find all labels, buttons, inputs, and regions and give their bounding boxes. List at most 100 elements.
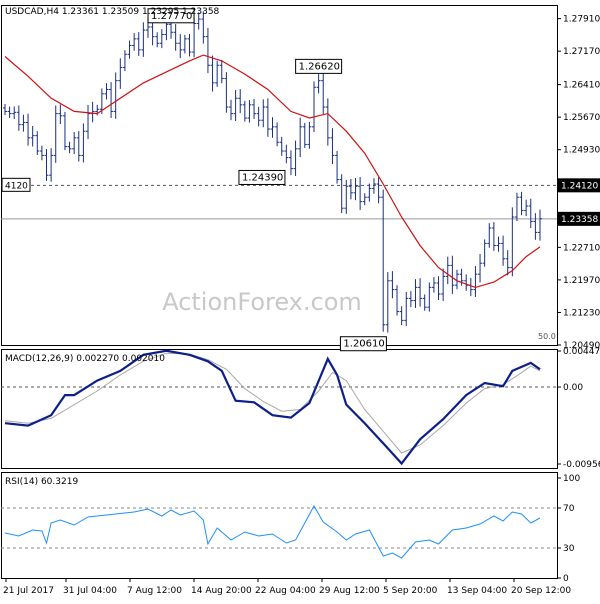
price-bar bbox=[58, 104, 63, 125]
price-bar bbox=[275, 122, 280, 147]
price-bar bbox=[44, 149, 49, 181]
x-tick-label: 31 Jul 04:00 bbox=[63, 586, 117, 596]
price-bar bbox=[252, 98, 257, 119]
x-tick-label: 13 Sep 04:00 bbox=[447, 586, 507, 596]
price-bar bbox=[72, 131, 77, 155]
price-bar bbox=[427, 282, 432, 312]
price-bar bbox=[528, 198, 533, 228]
price-bar bbox=[192, 17, 197, 58]
rsi-y-tick-label: 30 bbox=[563, 544, 575, 554]
price-bar bbox=[127, 40, 132, 59]
price-bar bbox=[436, 276, 441, 301]
price-bar bbox=[307, 121, 312, 149]
price-bar bbox=[505, 250, 510, 276]
price-bar bbox=[316, 73, 321, 94]
current-price-label: 1.23358 bbox=[561, 215, 598, 225]
price-bar bbox=[49, 148, 54, 182]
price-bar bbox=[228, 99, 233, 121]
rsi-label: RSI(14) 60.3219 bbox=[5, 477, 78, 487]
price-bar bbox=[445, 256, 450, 285]
price-bar bbox=[21, 114, 26, 132]
price-bar bbox=[399, 306, 404, 326]
price-bar bbox=[385, 272, 390, 333]
price-bar bbox=[261, 99, 266, 128]
price-bar bbox=[298, 117, 303, 158]
macd-y-tick-label: 0.00 bbox=[563, 383, 583, 393]
price-bar bbox=[242, 100, 247, 122]
price-bar bbox=[519, 191, 524, 216]
price-bar bbox=[12, 106, 17, 119]
rsi-panel bbox=[1, 472, 558, 579]
rsi-y-axis: 100 70 30 0 bbox=[557, 474, 580, 584]
price-bar bbox=[335, 150, 340, 184]
price-bar bbox=[330, 128, 335, 165]
price-bar bbox=[293, 140, 298, 177]
price-bars bbox=[3, 11, 542, 333]
price-bar bbox=[270, 117, 275, 138]
rsi-y-tick-label: 100 bbox=[563, 474, 580, 484]
price-bar bbox=[141, 22, 146, 57]
price-bar bbox=[67, 141, 72, 154]
price-bar bbox=[302, 122, 307, 148]
annotation-box bbox=[147, 8, 195, 24]
price-bar bbox=[367, 183, 372, 202]
resistance-left-label: 4120 bbox=[5, 181, 28, 191]
price-bar bbox=[376, 177, 381, 204]
price-bar bbox=[510, 207, 515, 277]
price-bar bbox=[7, 106, 12, 119]
rsi-y-tick-label: 0 bbox=[563, 574, 569, 584]
price-bar bbox=[431, 277, 436, 293]
main-y-tick-label: 1.20490 bbox=[563, 341, 600, 351]
price-bar bbox=[413, 279, 418, 308]
price-bar bbox=[238, 89, 243, 114]
annotation-box bbox=[339, 336, 387, 352]
price-bar bbox=[473, 265, 478, 297]
x-tick-label: 5 Sep 20:00 bbox=[383, 586, 438, 596]
price-bar bbox=[159, 29, 164, 49]
price-bar bbox=[39, 145, 44, 161]
main-y-tick-label: 1.21230 bbox=[563, 308, 600, 318]
price-bar bbox=[501, 235, 506, 266]
annotation-box bbox=[295, 58, 343, 74]
main-y-tick-label: 1.26410 bbox=[563, 81, 600, 91]
price-bar bbox=[395, 285, 400, 316]
price-bar bbox=[219, 59, 224, 84]
resistance-price-label: 1.24120 bbox=[561, 181, 598, 191]
price-bar bbox=[371, 178, 376, 194]
price-bar bbox=[288, 150, 293, 176]
price-bar bbox=[514, 192, 519, 221]
price-bar bbox=[348, 178, 353, 200]
resistance-price-box bbox=[558, 178, 600, 193]
price-bar bbox=[132, 33, 137, 51]
price-bar bbox=[408, 291, 413, 308]
price-bar bbox=[81, 123, 86, 163]
x-tick-label: 29 Aug 12:00 bbox=[319, 586, 380, 596]
price-bar bbox=[62, 111, 67, 151]
price-bar bbox=[178, 34, 183, 59]
price-bar bbox=[454, 269, 459, 290]
macd-y-tick-label: -0.009567 bbox=[563, 460, 600, 470]
main-y-tick-label: 1.21970 bbox=[563, 276, 600, 286]
price-bar bbox=[233, 90, 238, 122]
x-tick-label: 7 Aug 12:00 bbox=[127, 586, 182, 596]
price-bar bbox=[113, 72, 118, 119]
price-bar bbox=[53, 105, 58, 163]
price-bar bbox=[284, 144, 289, 164]
price-bar bbox=[30, 125, 35, 147]
price-bar bbox=[358, 177, 363, 210]
price-bar bbox=[362, 193, 367, 206]
price-bar bbox=[344, 179, 349, 214]
price-bar bbox=[256, 106, 261, 127]
main-y-axis: 1.27910 1.27170 1.26410 1.25670 1.24930 1.227… bbox=[557, 15, 600, 351]
price-bar bbox=[422, 294, 427, 311]
price-annotation: 1.24390 bbox=[238, 169, 286, 185]
price-bar bbox=[173, 24, 178, 51]
price-annotation: 1.27770 bbox=[147, 8, 195, 24]
x-tick-label: 21 Jul 2017 bbox=[3, 586, 54, 596]
price-bar bbox=[279, 136, 284, 156]
main-y-tick-label: 1.27910 bbox=[563, 15, 600, 25]
annotation-label: 1.20610 bbox=[343, 339, 384, 350]
price-bar bbox=[353, 177, 358, 201]
